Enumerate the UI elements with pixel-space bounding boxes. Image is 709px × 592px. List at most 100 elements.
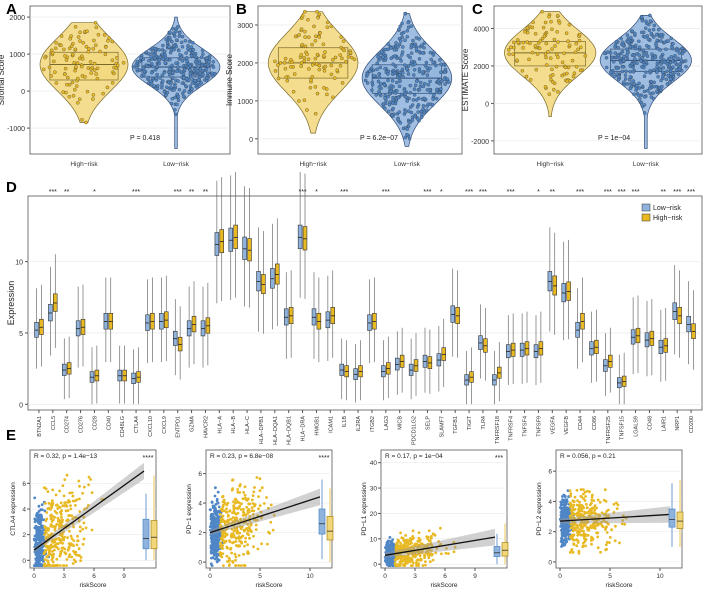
x-tick-label: HAVCR2 <box>203 416 209 438</box>
fit-line <box>33 470 145 551</box>
data-point <box>67 46 72 51</box>
data-point <box>68 37 72 41</box>
data-point <box>150 46 155 50</box>
panel-label-b: B <box>236 1 247 18</box>
low-risk-point <box>216 490 220 494</box>
data-point <box>439 70 443 75</box>
significance-label: *** <box>479 189 487 196</box>
data-point <box>405 127 410 131</box>
data-point <box>400 67 405 72</box>
high-risk-point <box>67 545 71 549</box>
low-risk-box <box>214 232 220 256</box>
x-tick-label: NRP1 <box>675 416 681 431</box>
high-risk-point <box>71 494 75 498</box>
data-point <box>568 79 572 83</box>
data-point <box>434 63 438 68</box>
high-risk-point <box>58 489 61 493</box>
high-risk-point <box>426 535 430 539</box>
data-point <box>635 61 639 65</box>
low-risk-point <box>390 545 394 549</box>
data-point <box>289 65 293 69</box>
data-point <box>318 31 322 35</box>
data-point <box>550 27 554 32</box>
data-point <box>86 49 91 54</box>
data-point <box>317 63 322 68</box>
high-risk-point <box>577 551 581 555</box>
data-point <box>101 91 105 96</box>
low-risk-point <box>563 543 567 547</box>
high-risk-point <box>221 505 225 509</box>
data-point <box>276 63 280 67</box>
high-risk-point <box>60 534 64 538</box>
high-risk-point <box>57 527 61 530</box>
x-tick-label: High−risk <box>537 161 565 168</box>
data-point <box>530 50 535 55</box>
data-point <box>616 74 621 79</box>
low-risk-point <box>213 533 217 536</box>
data-point <box>160 85 164 90</box>
data-point <box>638 97 642 101</box>
data-point <box>397 84 402 89</box>
side-box-high <box>326 516 334 541</box>
high-risk-point <box>440 552 443 556</box>
data-point <box>645 44 649 48</box>
data-point <box>574 64 579 69</box>
data-point <box>160 73 165 78</box>
data-point <box>409 45 413 50</box>
side-box-low <box>142 518 150 550</box>
data-point <box>422 110 427 114</box>
y-tick-label: 6 <box>548 469 552 476</box>
data-point <box>93 20 98 25</box>
data-point <box>405 35 410 39</box>
data-point <box>114 66 118 70</box>
high-risk-point <box>417 536 421 540</box>
data-point <box>684 64 688 69</box>
data-point <box>679 58 684 62</box>
data-point <box>76 35 81 39</box>
legend-label-high: High−risk <box>653 215 683 222</box>
data-point <box>654 43 658 48</box>
high-risk-point <box>67 514 70 517</box>
high-risk-point <box>74 550 78 554</box>
data-point <box>423 81 427 86</box>
data-point <box>651 35 656 39</box>
x-tick-label: CD40 <box>106 416 112 430</box>
data-point <box>402 88 407 93</box>
high-risk-point <box>72 544 75 548</box>
x-tick-label: SLAMF7 <box>439 416 445 437</box>
data-point <box>628 44 632 49</box>
data-point <box>632 92 636 97</box>
data-point <box>393 91 398 95</box>
data-point <box>439 62 443 66</box>
high-risk-point <box>238 525 242 528</box>
low-risk-point <box>391 550 395 553</box>
data-point <box>302 59 307 63</box>
high-risk-point <box>227 522 231 525</box>
x-tick-label: High−risk <box>299 161 327 168</box>
data-point <box>181 94 186 99</box>
significance-label: * <box>440 189 443 196</box>
high-risk-point <box>607 508 610 512</box>
high-risk-point <box>48 552 51 555</box>
low-risk-point <box>215 539 219 543</box>
data-point <box>406 25 411 30</box>
high-risk-point <box>76 534 79 538</box>
low-risk-point <box>36 511 39 515</box>
significance-label: * <box>315 189 318 196</box>
data-point <box>521 46 525 50</box>
high-risk-point <box>242 552 246 556</box>
data-point <box>386 72 390 76</box>
high-risk-point <box>572 503 576 507</box>
data-point <box>604 56 609 60</box>
data-point <box>180 45 185 49</box>
data-point <box>654 32 659 37</box>
y-tick-label: 4 <box>548 499 552 506</box>
data-point <box>548 74 553 78</box>
data-point <box>420 112 424 117</box>
low-risk-point <box>384 559 387 562</box>
data-point <box>436 78 441 82</box>
data-point <box>95 76 100 81</box>
data-point <box>659 32 663 37</box>
high-risk-point <box>50 499 54 503</box>
data-point <box>110 58 115 63</box>
